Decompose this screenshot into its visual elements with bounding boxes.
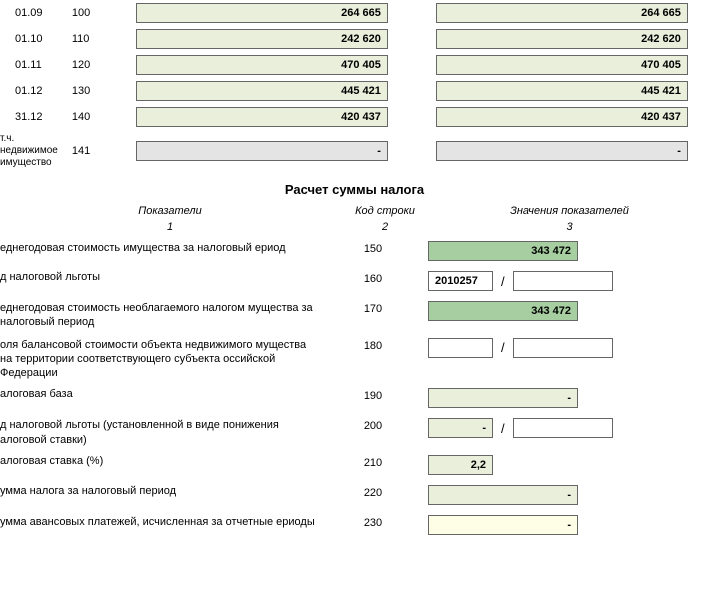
value1-cell[interactable]: -: [136, 141, 388, 161]
row-230-code: 230: [328, 515, 418, 529]
row-210: алоговая ставка (%) 210 2,2: [0, 455, 709, 477]
date-cell: 01.09: [0, 0, 62, 26]
value2-cell[interactable]: -: [436, 141, 688, 161]
row-180-code: 180: [328, 338, 418, 352]
row-210-code: 210: [328, 455, 418, 469]
date-cell: 31.12: [0, 104, 62, 130]
row-160-value2[interactable]: [513, 271, 613, 291]
row-210-value[interactable]: 2,2: [428, 455, 493, 475]
value1-cell[interactable]: 242 620: [136, 29, 388, 49]
row-220-code: 220: [328, 485, 418, 499]
row-230-label: умма авансовых платежей, исчисленная за …: [0, 515, 328, 529]
value2-cell[interactable]: 470 405: [436, 55, 688, 75]
row-190-code: 190: [328, 388, 418, 402]
code-cell: 120: [62, 52, 132, 78]
row-220: умма налога за налоговый период 220 -: [0, 485, 709, 507]
top-row: 01.11120470 405470 405: [0, 52, 692, 78]
value2-cell[interactable]: 242 620: [436, 29, 688, 49]
row-200-code: 200: [328, 418, 418, 432]
subheader-2: 2: [340, 221, 430, 233]
value2-cell[interactable]: 264 665: [436, 3, 688, 23]
header-indicators: Показатели: [0, 205, 340, 217]
row-190-value[interactable]: -: [428, 388, 578, 408]
value1-cell[interactable]: 420 437: [136, 107, 388, 127]
subheader-1: 1: [0, 221, 340, 233]
row-190-label: алоговая база: [0, 388, 328, 400]
section-title: Расчет суммы налога: [0, 172, 709, 203]
code-cell: 141: [62, 130, 132, 172]
code-cell: 100: [62, 0, 132, 26]
code-cell: 110: [62, 26, 132, 52]
row-160-code: 160: [328, 271, 418, 285]
row-170-code: 170: [328, 301, 418, 315]
row-220-label: умма налога за налоговый период: [0, 485, 328, 497]
row-150-code: 150: [328, 241, 418, 255]
column-subheaders: 1 2 3: [0, 221, 709, 241]
top-row: 01.12130445 421445 421: [0, 78, 692, 104]
row-200-label: д налоговой льготы (установленной в виде…: [0, 418, 328, 447]
subheader-3: 3: [430, 221, 709, 233]
slash-separator: /: [499, 421, 507, 436]
column-headers: Показатели Код строки Значения показател…: [0, 203, 709, 221]
code-cell: 130: [62, 78, 132, 104]
row-150-label: еднегодовая стоимость имущества за налог…: [0, 241, 328, 255]
row-210-label: алоговая ставка (%): [0, 455, 328, 467]
row-170: еднегодовая стоимость необлагаемого нало…: [0, 301, 709, 330]
row-230: умма авансовых платежей, исчисленная за …: [0, 515, 709, 537]
row-180-value2[interactable]: [513, 338, 613, 358]
row-200-value2[interactable]: [513, 418, 613, 438]
code-cell: 140: [62, 104, 132, 130]
top-row: 31.12140420 437420 437: [0, 104, 692, 130]
top-data-table: 01.09100264 665264 66501.10110242 620242…: [0, 0, 709, 172]
header-values: Значения показателей: [430, 205, 709, 217]
slash-separator: /: [499, 340, 507, 355]
value2-cell[interactable]: 445 421: [436, 81, 688, 101]
row-180: оля балансовой стоимости объекта недвижи…: [0, 338, 709, 381]
value1-cell[interactable]: 470 405: [136, 55, 388, 75]
row-200: д налоговой льготы (установленной в виде…: [0, 418, 709, 447]
date-cell: 01.10: [0, 26, 62, 52]
row-150: еднегодовая стоимость имущества за налог…: [0, 241, 709, 263]
date-cell: 01.12: [0, 78, 62, 104]
row-160-label: д налоговой льготы: [0, 271, 328, 283]
row-170-value[interactable]: 343 472: [428, 301, 578, 321]
row-190: алоговая база 190 -: [0, 388, 709, 410]
row-160-value1[interactable]: 2010257: [428, 271, 493, 291]
row-150-value[interactable]: 343 472: [428, 241, 578, 261]
value1-cell[interactable]: 264 665: [136, 3, 388, 23]
value2-cell[interactable]: 420 437: [436, 107, 688, 127]
row-230-value[interactable]: -: [428, 515, 578, 535]
row-220-value[interactable]: -: [428, 485, 578, 505]
top-row: т.ч. недвижимое имущество141--: [0, 130, 692, 172]
date-cell: т.ч. недвижимое имущество: [0, 130, 62, 172]
row-180-label: оля балансовой стоимости объекта недвижи…: [0, 338, 328, 381]
row-160: д налоговой льготы 160 2010257 /: [0, 271, 709, 293]
row-200-value1[interactable]: -: [428, 418, 493, 438]
row-180-value1[interactable]: [428, 338, 493, 358]
value1-cell[interactable]: 445 421: [136, 81, 388, 101]
top-row: 01.09100264 665264 665: [0, 0, 692, 26]
slash-separator: /: [499, 274, 507, 289]
row-170-label: еднегодовая стоимость необлагаемого нало…: [0, 301, 328, 330]
date-cell: 01.11: [0, 52, 62, 78]
top-row: 01.10110242 620242 620: [0, 26, 692, 52]
header-line-code: Код строки: [340, 205, 430, 217]
